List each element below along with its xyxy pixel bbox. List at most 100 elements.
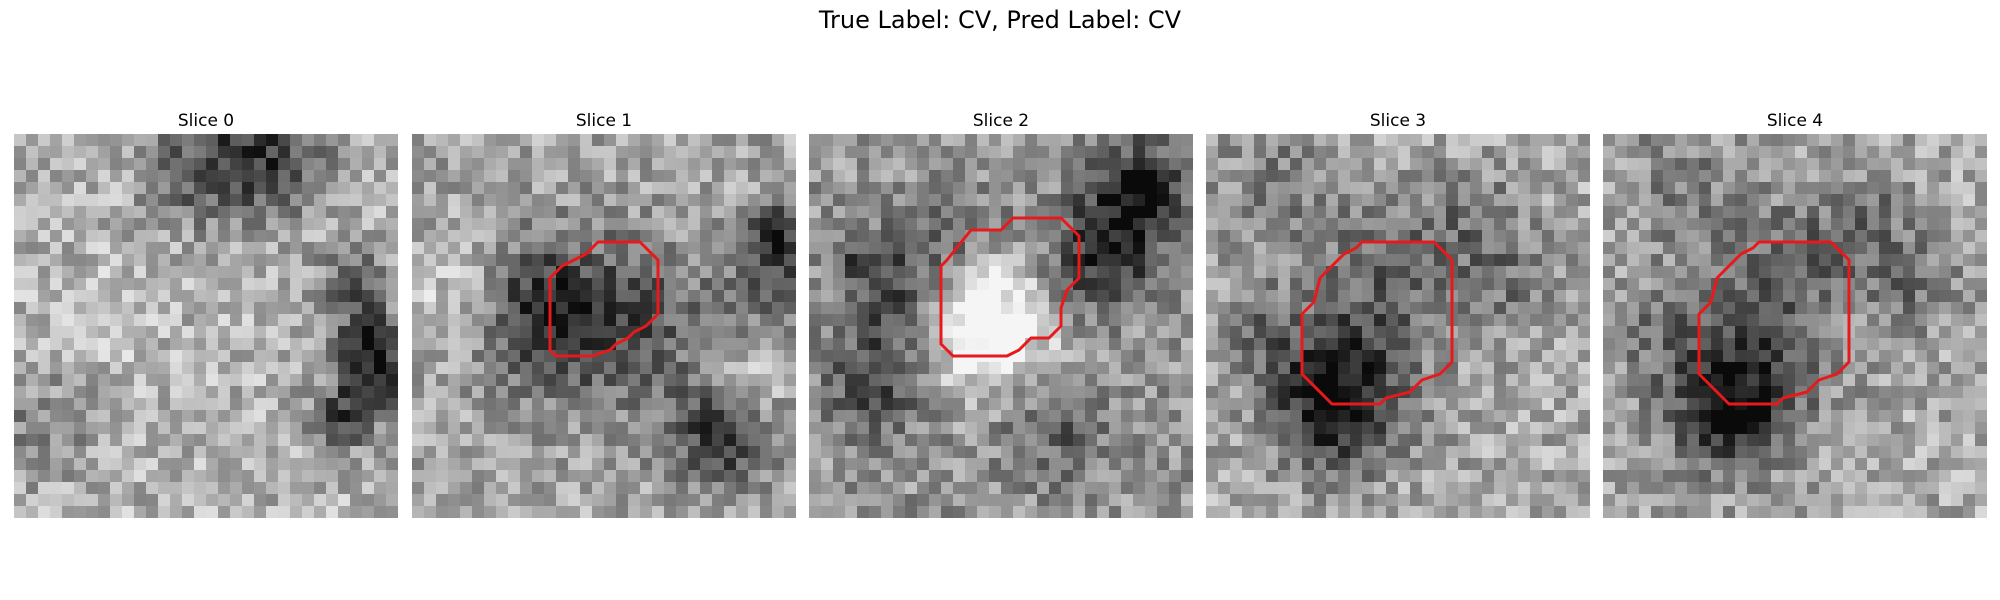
pixel [412,350,425,363]
pixel [1651,170,1664,183]
pixel [278,218,291,231]
pixel [929,434,942,447]
pixel [1290,362,1303,375]
pixel [14,326,27,339]
pixel [1530,470,1543,483]
pixel [1073,374,1086,387]
pixel [736,374,749,387]
pixel [989,494,1002,507]
pixel [386,242,398,255]
pixel [26,230,39,243]
pixel [1181,302,1193,315]
pixel [26,290,39,303]
pixel [869,410,882,423]
pixel [1073,314,1086,327]
pixel [1747,374,1760,387]
pixel [640,398,653,411]
pixel [206,158,219,171]
pixel [845,242,858,255]
pixel [1109,494,1122,507]
pixel [242,446,255,459]
pixel [1097,434,1110,447]
pixel [556,374,569,387]
pixel [845,314,858,327]
segmentation-contour [548,240,660,358]
pixel [1687,254,1700,267]
pixel [1206,422,1219,435]
pixel [326,446,339,459]
pixel [1422,290,1435,303]
pixel [206,374,219,387]
pixel [857,458,870,471]
pixel [1230,218,1243,231]
pixel [1109,290,1122,303]
pixel [845,494,858,507]
pixel [386,158,398,171]
pixel [989,458,1002,471]
pixel [1482,314,1495,327]
pixel [50,206,63,219]
pixel [1049,482,1062,495]
pixel [628,458,641,471]
pixel [1939,170,1952,183]
pixel [1747,134,1760,147]
pixel [1458,458,1471,471]
pixel [110,470,123,483]
pixel [857,266,870,279]
pixel [760,470,773,483]
pixel [1338,302,1351,315]
pixel [953,506,966,518]
pixel [278,326,291,339]
pixel [290,326,303,339]
pixel [809,134,822,147]
pixel [1302,134,1315,147]
pixel [1891,374,1904,387]
pixel [604,446,617,459]
pixel [1266,470,1279,483]
pixel [302,326,315,339]
pixel [1374,206,1387,219]
pixel [182,458,195,471]
pixel [194,206,207,219]
pixel [1037,458,1050,471]
pixel [845,326,858,339]
pixel [640,350,653,363]
pixel [1374,506,1387,518]
pixel [194,482,207,495]
pixel [1133,398,1146,411]
pixel [1278,362,1291,375]
pixel [1627,434,1640,447]
pixel [1603,218,1616,231]
pixel [592,266,605,279]
pixel [1651,134,1664,147]
pixel [652,386,665,399]
pixel [290,338,303,351]
pixel [496,242,509,255]
pixel [326,326,339,339]
pixel [1374,170,1387,183]
pixel [412,422,425,435]
pixel [1494,482,1507,495]
pixel [1687,338,1700,351]
pixel [857,326,870,339]
pixel [700,218,713,231]
pixel [941,314,954,327]
pixel [1025,278,1038,291]
pixel [544,470,557,483]
pixel [857,374,870,387]
pixel [965,206,978,219]
pixel [134,302,147,315]
pixel [362,266,375,279]
pixel [1230,242,1243,255]
pixel [520,458,533,471]
pixel [1446,374,1459,387]
pixel [1603,350,1616,363]
pixel [520,398,533,411]
pixel [580,470,593,483]
pixel [544,158,557,171]
pixel [1759,182,1772,195]
pixel [134,218,147,231]
pixel [1927,446,1940,459]
pixel [1458,470,1471,483]
pixel [1374,434,1387,447]
